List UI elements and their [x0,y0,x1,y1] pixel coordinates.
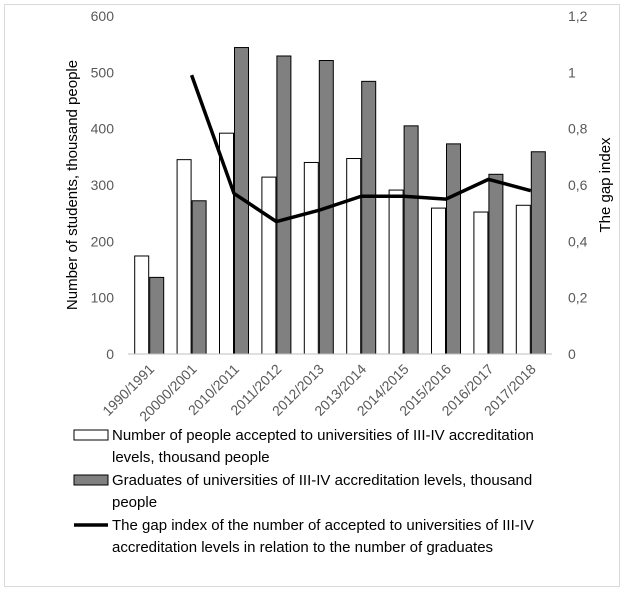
bar-graduates-9 [530,151,546,355]
legend: Number of people accepted to universitie… [73,427,534,556]
chart-frame [4,4,620,587]
legend-label: Number of people accepted to universitie… [112,427,534,444]
y2-tick-label: 1,2 [568,8,588,24]
legend-label: The gap index of the number of accepted … [112,517,534,534]
legend-label: Graduates of universities of III-IV accr… [112,472,532,489]
bar-accepted-7 [431,207,446,355]
y-tick-label: 0 [106,346,114,362]
y2-tick-label: 0,4 [568,233,588,249]
y-tick-label: 100 [91,290,115,306]
bar-graduates-6 [403,125,419,355]
bar-accepted-8 [473,211,489,355]
bar-graduates-3 [276,55,292,355]
plot-area [128,47,552,355]
y2-tick-label: 0 [568,346,576,362]
y-axis-right: 0 0,2 0,4 0,6 0,8 1 1,2 [568,8,588,362]
y-tick-label: 300 [91,177,115,193]
bar-graduates-5 [361,80,377,355]
bar-accepted-1 [176,159,192,355]
legend-label: levels, thousand people [112,449,270,466]
bar-accepted-2 [219,132,234,355]
bar-accepted-5 [346,158,362,355]
gap-index-line [189,74,532,224]
y-axis-left: 0 100 200 300 400 500 600 [91,8,115,362]
bar-graduates-1 [191,200,207,355]
legend-swatch-accepted [73,429,109,441]
y2-tick-label: 0,6 [568,177,588,193]
y2-axis-title: The gap index [597,137,614,233]
y-tick-label: 200 [91,233,115,249]
bar-accepted-9 [515,204,531,355]
bar-graduates-8 [488,173,504,355]
legend-label: people [112,494,157,511]
y-tick-label: 600 [91,8,115,24]
bar-graduates-0 [149,276,165,355]
y-tick-label: 500 [91,64,115,80]
bar-graduates-7 [446,143,461,355]
y2-tick-label: 0,2 [568,290,588,306]
bar-accepted-6 [388,189,404,355]
y-axis-title: Number of students, thousand people [64,60,81,310]
y2-tick-label: 1 [568,64,576,80]
bar-accepted-4 [303,161,319,355]
x-axis: 1990/199120000/20012010/20112011/2012201… [99,361,539,425]
legend-label: accreditation levels in relation to the … [112,539,493,556]
y-tick-label: 400 [91,121,115,137]
bar-accepted-0 [134,255,150,355]
bar-accepted-3 [261,176,277,355]
legend-swatch-graduates [73,474,109,486]
y2-tick-label: 0,8 [568,121,588,137]
